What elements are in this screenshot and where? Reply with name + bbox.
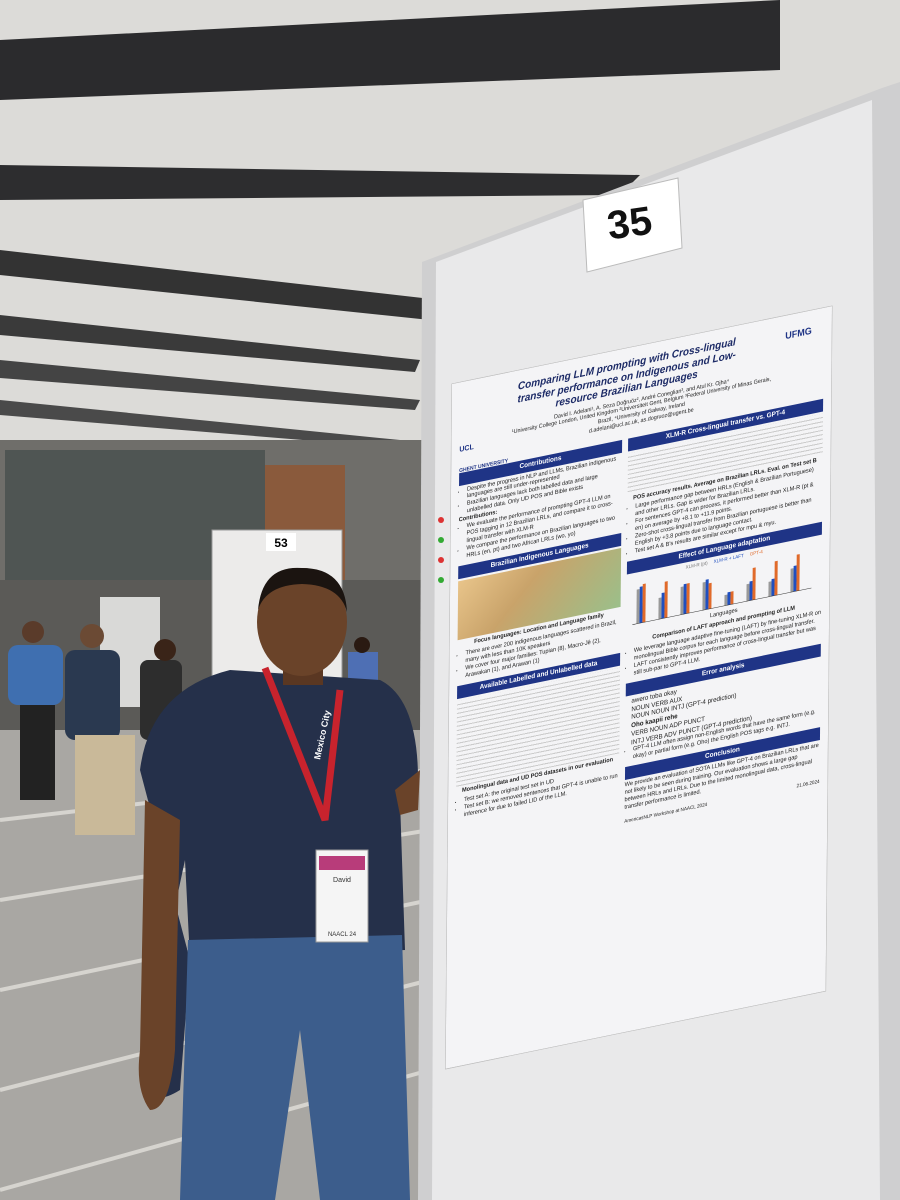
left-column: Contributions Despite the progress in NL… [456,435,622,859]
board-number: 35 [605,199,655,249]
jeans [180,935,410,1200]
bar-chart-illustration [632,554,812,626]
ceiling-beam [0,360,420,410]
arm [138,800,180,1110]
badge-name: David [333,877,351,884]
poster-content: UCL GHENT UNIVERSITY UFMG Comparing LLM … [446,306,832,1069]
board-number-card [582,177,683,273]
ceiling-beam [0,165,640,200]
bars [636,554,800,624]
ceiling-beam [0,400,400,448]
person: Mexico City David NAACL 24 [138,567,420,1200]
hair [258,567,347,612]
ceiling-beam [0,0,780,100]
ceiling-beam [0,315,420,372]
axis-line [632,587,812,626]
logo: UCL [459,443,474,455]
badge-event: NAACL 24 [328,932,357,938]
right-column: XLM-R Cross-lingual transfer vs. GPT-4 P… [624,394,824,825]
poster-body: UCL GHENT UNIVERSITY UFMG Comparing LLM … [445,306,832,1069]
ceiling-beam [0,250,440,320]
arm [395,770,420,815]
badge-banner [319,856,365,870]
columns: Contributions Despite the progress in NL… [456,394,824,860]
logo: UFMG [785,325,812,342]
back-board-number-card [266,533,296,551]
background-people [8,621,378,835]
back-board-number: 53 [274,536,288,550]
pushpins [438,517,444,583]
lanyard [261,666,344,822]
shirt [140,670,419,1098]
date: 21.06.2024 [796,778,820,789]
face [257,568,347,676]
poster: UCL GHENT UNIVERSITY UFMG Comparing LLM … [446,306,832,1069]
